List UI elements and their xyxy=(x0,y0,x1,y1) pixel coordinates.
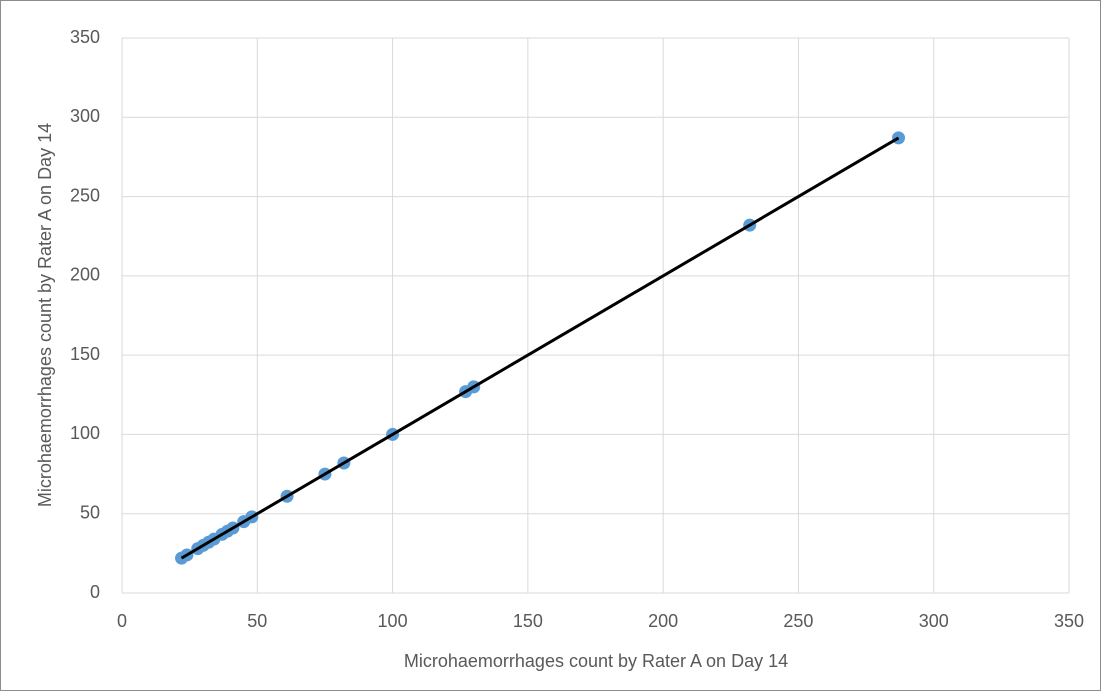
y-tick-label: 100 xyxy=(70,423,100,443)
x-tick-label: 300 xyxy=(919,611,949,631)
x-tick-label: 50 xyxy=(247,611,267,631)
x-tick-label: 200 xyxy=(648,611,678,631)
y-tick-label: 50 xyxy=(80,502,100,522)
y-tick-label: 150 xyxy=(70,344,100,364)
y-tick-label: 250 xyxy=(70,185,100,205)
x-tick-label: 0 xyxy=(117,611,127,631)
x-tick-label: 350 xyxy=(1054,611,1084,631)
x-axis-title: Microhaemorrhages count by Rater A on Da… xyxy=(404,651,788,671)
y-tick-label: 300 xyxy=(70,106,100,126)
y-tick-label: 350 xyxy=(70,27,100,47)
y-axis-title: Microhaemorrhages count by Rater A on Da… xyxy=(35,123,55,507)
x-tick-label: 100 xyxy=(378,611,408,631)
y-tick-label: 0 xyxy=(90,582,100,602)
trendline xyxy=(180,136,900,560)
x-tick-label: 150 xyxy=(513,611,543,631)
y-tick-label: 200 xyxy=(70,265,100,285)
x-tick-label: 250 xyxy=(783,611,813,631)
